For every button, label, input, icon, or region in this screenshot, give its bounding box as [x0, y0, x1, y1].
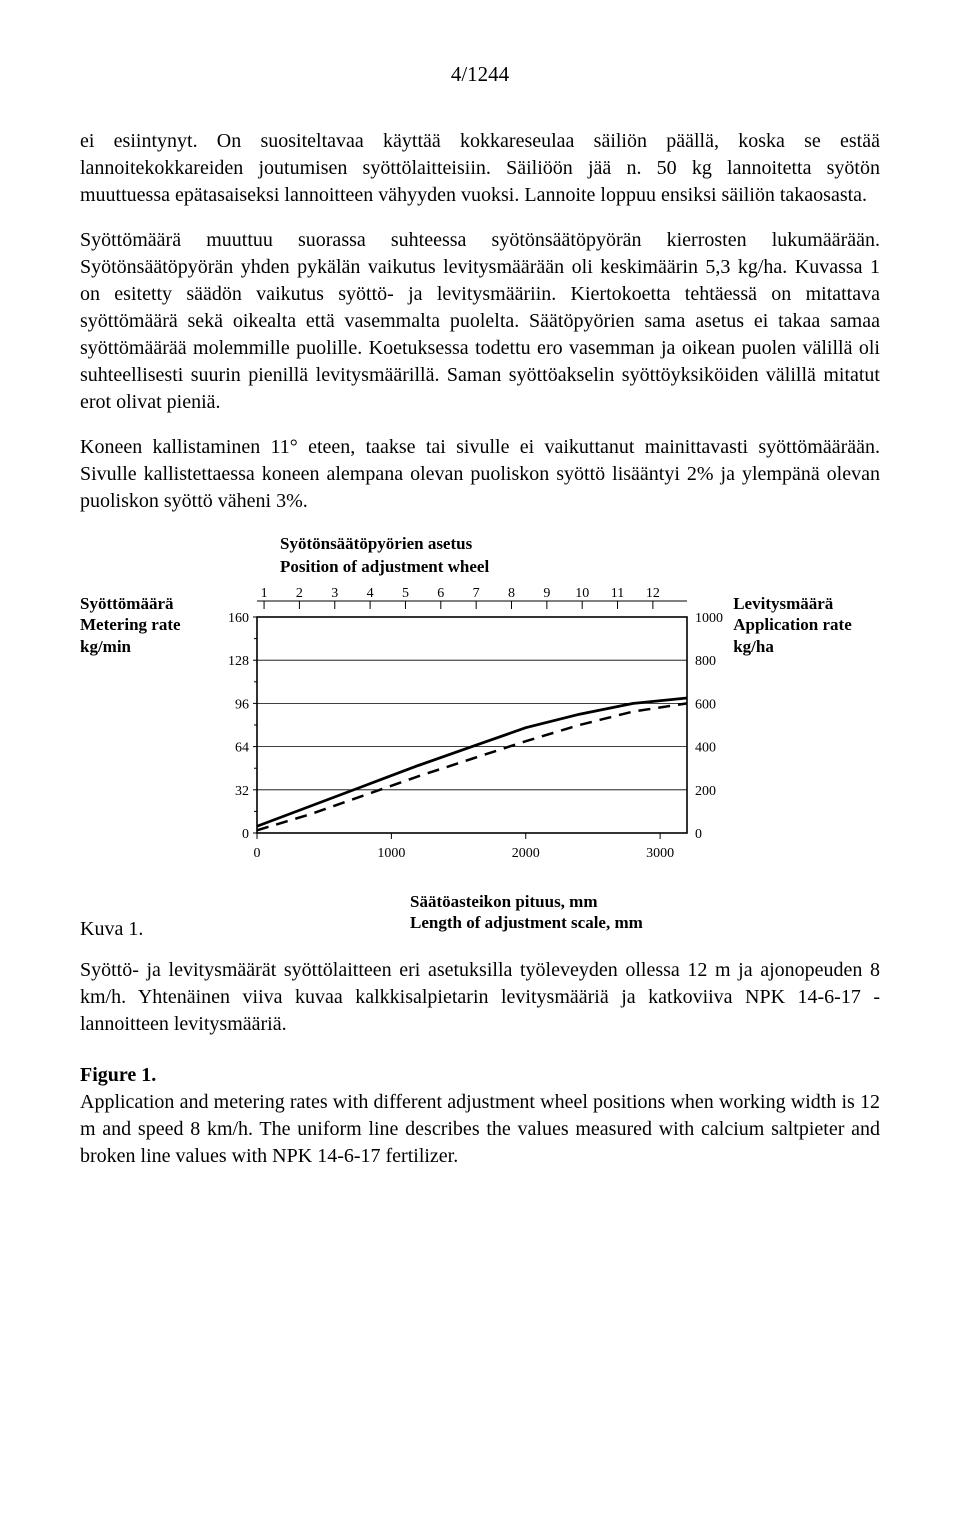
svg-text:96: 96	[235, 698, 249, 713]
svg-text:6: 6	[438, 586, 445, 601]
svg-text:1000: 1000	[695, 611, 723, 626]
svg-text:3000: 3000	[646, 846, 674, 861]
svg-text:4: 4	[367, 586, 374, 601]
figure-text-en: Application and metering rates with diff…	[80, 1091, 880, 1167]
y-right-label-2: Application rate	[733, 614, 880, 635]
svg-text:3: 3	[331, 586, 338, 601]
svg-text:200: 200	[695, 784, 716, 799]
svg-text:400: 400	[695, 741, 716, 756]
y-left-label-3: kg/min	[80, 636, 207, 657]
svg-text:128: 128	[228, 654, 249, 669]
chart-svg-holder: 1234567891011120326496128160020040060080…	[207, 583, 727, 891]
figure-caption-fi: Syöttö- ja levitysmäärät syöttölaitteen …	[80, 957, 880, 1038]
chart-figure: Syötönsäätöpyörien asetus Position of ad…	[80, 533, 880, 933]
svg-text:2: 2	[296, 586, 303, 601]
svg-text:600: 600	[695, 698, 716, 713]
svg-text:8: 8	[508, 586, 515, 601]
figure-caption-en: Figure 1. Application and metering rates…	[80, 1062, 880, 1170]
svg-text:9: 9	[544, 586, 551, 601]
chart-svg: 1234567891011120326496128160020040060080…	[207, 583, 727, 883]
x-axis-label-1: Säätöasteikon pituus, mm	[410, 891, 880, 912]
paragraph-2: Syöttömäärä muuttuu suorassa suhteessa s…	[80, 227, 880, 416]
svg-text:10: 10	[575, 586, 589, 601]
svg-text:0: 0	[254, 846, 261, 861]
y-right-label-3: kg/ha	[733, 636, 880, 657]
svg-text:7: 7	[473, 586, 480, 601]
page-header: 4/1244	[80, 60, 880, 88]
chart-title-line2: Position of adjustment wheel	[280, 556, 880, 579]
svg-text:0: 0	[242, 827, 249, 842]
svg-text:5: 5	[402, 586, 409, 601]
svg-text:1: 1	[261, 586, 268, 601]
svg-text:64: 64	[235, 741, 249, 756]
svg-text:1000: 1000	[378, 846, 406, 861]
svg-text:12: 12	[646, 586, 660, 601]
svg-text:32: 32	[235, 784, 249, 799]
svg-text:800: 800	[695, 654, 716, 669]
y-left-label-2: Metering rate	[80, 614, 207, 635]
figure-title-en: Figure 1.	[80, 1064, 156, 1086]
svg-text:160: 160	[228, 611, 249, 626]
svg-text:0: 0	[695, 827, 702, 842]
svg-text:2000: 2000	[512, 846, 540, 861]
y-left-label-1: Syöttömäärä	[80, 593, 207, 614]
y-right-label-1: Levitysmäärä	[733, 593, 880, 614]
paragraph-1: ei esiintynyt. On suositeltavaa käyttää …	[80, 128, 880, 209]
paragraph-3: Koneen kallistaminen 11° eteen, taakse t…	[80, 434, 880, 515]
chart-title-line1: Syötönsäätöpyörien asetus	[280, 533, 880, 556]
svg-text:11: 11	[611, 586, 624, 601]
